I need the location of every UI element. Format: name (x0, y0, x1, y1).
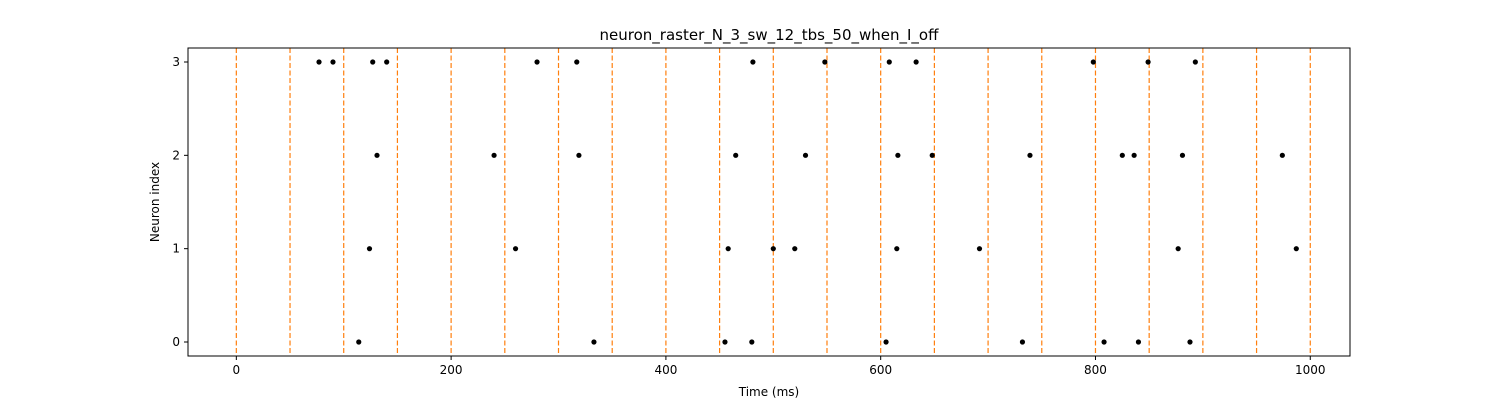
spike-point (749, 339, 755, 345)
spike-point (976, 246, 983, 252)
spike-point (534, 59, 540, 65)
spike-point (722, 339, 728, 345)
spike-point (1179, 152, 1186, 158)
spike-point (802, 152, 809, 158)
spike-point (366, 246, 373, 252)
spike-point (1119, 152, 1125, 158)
spike-point (330, 59, 336, 65)
y-tick-label: 2 (172, 148, 180, 162)
spike-point (370, 59, 376, 65)
y-tick-label: 0 (172, 335, 180, 349)
x-tick-label: 0 (233, 363, 241, 377)
y-axis-label: Neuron index (148, 162, 162, 242)
spike-point (491, 152, 497, 158)
spike-point (770, 246, 776, 252)
spike-point (733, 152, 739, 158)
spike-point (1293, 246, 1299, 252)
spike-point (1279, 152, 1285, 158)
spike-point (1131, 152, 1137, 158)
spike-point (574, 59, 580, 65)
spike-point (822, 59, 828, 65)
spike-point (384, 59, 390, 65)
spike-point (512, 246, 519, 252)
spike-point (316, 59, 322, 65)
spike-point (886, 59, 892, 65)
spike-point (1187, 339, 1193, 345)
spike-point (1090, 59, 1096, 65)
spike-point (356, 339, 362, 345)
spike-point (929, 152, 935, 158)
spike-point (1145, 59, 1151, 65)
spike-point (792, 246, 798, 252)
spike-point (883, 339, 889, 345)
spike-point (1192, 59, 1198, 65)
boundary-lines (235, 48, 1311, 356)
spike-point (576, 152, 582, 158)
x-tick-label: 400 (654, 363, 677, 377)
x-axis-label: Time (ms) (738, 385, 800, 399)
chart-title: neuron_raster_N_3_sw_12_tbs_50_when_I_of… (600, 26, 940, 45)
spike-point (1175, 246, 1181, 252)
spike-point (894, 246, 900, 252)
spike-point (1027, 152, 1033, 158)
x-tick-label: 1000 (1295, 363, 1326, 377)
spike-point (1101, 339, 1107, 345)
spike-point (591, 339, 597, 345)
spike-point (1135, 339, 1142, 345)
y-tick-label: 3 (172, 55, 180, 69)
spike-point (895, 152, 901, 158)
x-tick-label: 600 (869, 363, 892, 377)
spike-markers (316, 59, 1299, 345)
x-tick-label: 800 (1084, 363, 1107, 377)
spike-point (750, 59, 756, 65)
spike-point (913, 59, 919, 65)
x-tick-label: 200 (440, 363, 463, 377)
spike-point (1019, 339, 1026, 345)
y-tick-label: 1 (172, 242, 180, 256)
y-axis-ticks: 0 1 2 3 (172, 55, 188, 349)
plot-frame (187, 47, 1351, 357)
spike-point (374, 152, 380, 158)
x-axis-ticks: 0 200 400 600 800 1000 (233, 356, 1326, 377)
spike-point (725, 246, 731, 252)
